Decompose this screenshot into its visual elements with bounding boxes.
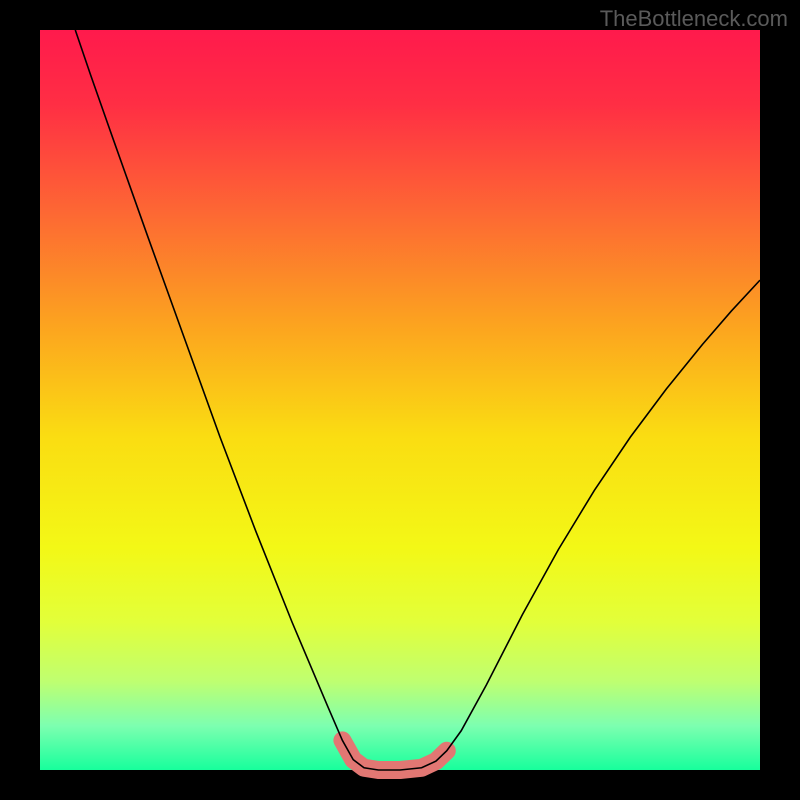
plot-background bbox=[40, 30, 760, 770]
watermark-text: TheBottleneck.com bbox=[600, 6, 788, 32]
bottleneck-chart bbox=[0, 0, 800, 800]
chart-container: TheBottleneck.com bbox=[0, 0, 800, 800]
